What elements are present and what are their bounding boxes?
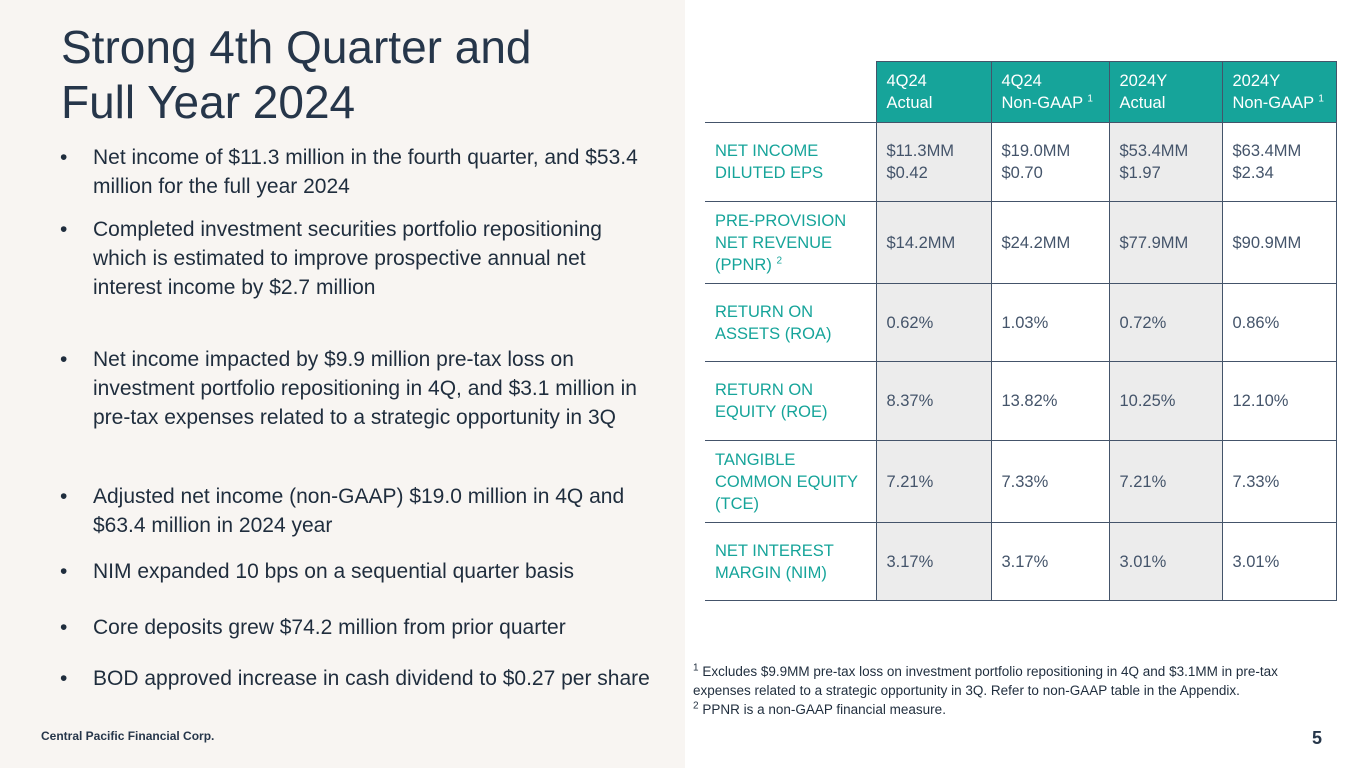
table-cell: 3.17% <box>875 522 992 601</box>
table-cell: $63.4MM $2.34 <box>1221 122 1337 202</box>
bullet-item: NIM expanded 10 bps on a sequential quar… <box>60 557 650 586</box>
table-cell: 10.25% <box>1108 361 1223 441</box>
page-number: 5 <box>1312 728 1323 748</box>
left-panel: Strong 4th Quarter and Full Year 2024 Ne… <box>0 0 685 768</box>
header-2024y-actual: 2024Y Actual <box>1108 61 1223 123</box>
row-label-roa: RETURN ON ASSETS (ROA) <box>705 283 877 362</box>
table-cell: 0.72% <box>1108 283 1223 362</box>
table-cell: $90.9MM <box>1221 201 1337 284</box>
table-row: TANGIBLE COMMON EQUITY (TCE) 7.21% 7.33% 7… <box>705 440 1337 523</box>
footnote-2: 2 PPNR is a non-GAAP financial measure. <box>693 700 946 717</box>
header-2024y-non-gaap: 2024Y Non-GAAP 1 <box>1221 61 1337 123</box>
table-cell: 3.01% <box>1221 522 1337 601</box>
table-cell: 1.03% <box>990 283 1110 362</box>
footnotes: 1 Excludes $9.9MM pre-tax loss on invest… <box>693 662 1333 719</box>
table-row: RETURN ON ASSETS (ROA) 0.62% 1.03% 0.72% … <box>705 283 1337 362</box>
table-cell: $14.2MM <box>875 201 992 284</box>
table-cell: $11.3MM $0.42 <box>875 122 992 202</box>
table-cell: $19.0MM $0.70 <box>990 122 1110 202</box>
row-label-ppnr: PRE-PROVISION NET REVENUE (PPNR) 2 <box>705 201 877 284</box>
kpi-table: 4Q24 Actual 4Q24 Non-GAAP 1 2024Y Actual 20… <box>705 61 1337 601</box>
table-row: NET INTEREST MARGIN (NIM) 3.17% 3.17% 3.0… <box>705 522 1337 601</box>
table-cell: 8.37% <box>875 361 992 441</box>
header-corner <box>705 61 877 123</box>
header-4q24-actual: 4Q24 Actual <box>875 61 992 123</box>
table-cell: 0.86% <box>1221 283 1337 362</box>
row-label-roe: RETURN ON EQUITY (ROE) <box>705 361 877 441</box>
table-row: PRE-PROVISION NET REVENUE (PPNR) 2 $14.2MM… <box>705 201 1337 284</box>
bullet-item: Adjusted net income (non-GAAP) $19.0 mil… <box>60 482 650 540</box>
table-row: RETURN ON EQUITY (ROE) 8.37% 13.82% 10.25… <box>705 361 1337 441</box>
table-cell: 7.21% <box>1108 440 1223 523</box>
table-cell: 7.21% <box>875 440 992 523</box>
table-cell: $53.4MM $1.97 <box>1108 122 1223 202</box>
company-name: Central Pacific Financial Corp. <box>41 729 215 743</box>
title-line-1: Strong 4th Quarter and <box>61 21 532 73</box>
header-4q24-non-gaap: 4Q24 Non-GAAP 1 <box>990 61 1110 123</box>
table-cell: 0.62% <box>875 283 992 362</box>
bullet-item: Core deposits grew $74.2 million from pr… <box>60 613 650 642</box>
row-label-tce: TANGIBLE COMMON EQUITY (TCE) <box>705 440 877 523</box>
table-cell: $24.2MM <box>990 201 1110 284</box>
table-cell: 7.33% <box>1221 440 1337 523</box>
table-row: NET INCOME DILUTED EPS $11.3MM $0.42 $19.0… <box>705 122 1337 202</box>
bullet-item: Completed investment securities portfoli… <box>60 215 650 302</box>
bullet-item: Net income impacted by $9.9 million pre-… <box>60 345 650 432</box>
slide-title: Strong 4th Quarter and Full Year 2024 <box>61 20 661 130</box>
row-label-net-income: NET INCOME DILUTED EPS <box>705 122 877 202</box>
title-line-2: Full Year 2024 <box>61 76 356 128</box>
row-label-nim: NET INTEREST MARGIN (NIM) <box>705 522 877 601</box>
bullet-item: BOD approved increase in cash dividend t… <box>60 664 650 693</box>
table-cell: 12.10% <box>1221 361 1337 441</box>
table-cell: 3.01% <box>1108 522 1223 601</box>
bullet-item: Net income of $11.3 million in the fourt… <box>60 143 650 201</box>
table-header-row: 4Q24 Actual 4Q24 Non-GAAP 1 2024Y Actual 20… <box>705 61 1337 123</box>
table-cell: 7.33% <box>990 440 1110 523</box>
table-cell: 13.82% <box>990 361 1110 441</box>
footnote-1: 1 Excludes $9.9MM pre-tax loss on invest… <box>693 662 1278 698</box>
table-cell: 3.17% <box>990 522 1110 601</box>
table-cell: $77.9MM <box>1108 201 1223 284</box>
